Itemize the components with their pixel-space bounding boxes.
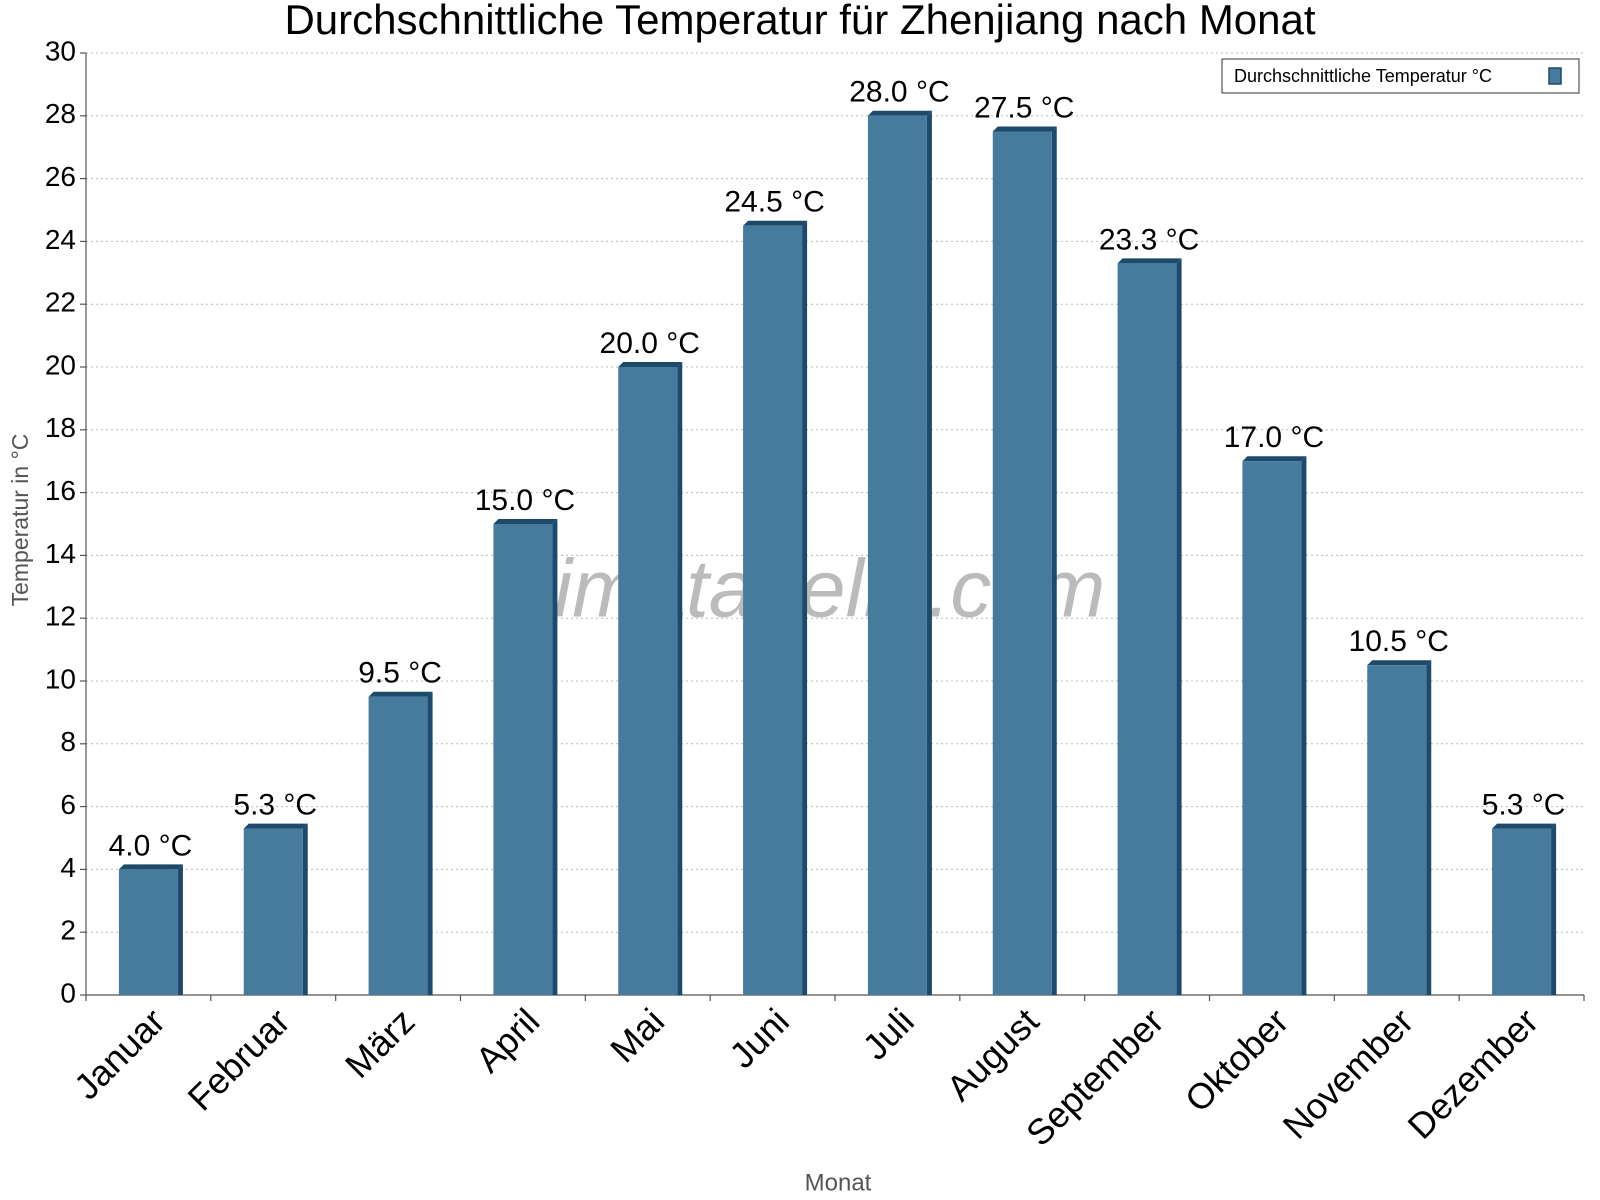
bar-face [118,869,178,995]
bar [368,691,433,995]
bar [1117,258,1182,995]
bar-top [1242,456,1307,462]
x-tick-label: April [467,1000,547,1080]
bar-top [243,823,308,829]
y-tick-label: 24 [45,224,76,255]
data-label: 27.5 °C [974,91,1074,124]
y-tick-label: 10 [45,663,76,694]
y-tick-label: 12 [45,601,76,632]
bar-top [493,519,558,524]
y-tick-label: 14 [45,538,76,569]
bar [1492,823,1557,995]
bar-face [867,115,927,996]
y-tick-label: 6 [60,789,76,820]
bar [1242,456,1307,995]
y-tick-label: 4 [60,852,76,883]
bar [743,220,808,995]
data-label: 5.3 °C [233,789,317,822]
data-label: 24.5 °C [724,186,824,219]
data-label: 9.5 °C [358,657,442,690]
bar-side [1176,258,1182,995]
x-tick-label: Dezember [1400,1000,1546,1146]
data-label: 28.0 °C [849,76,949,109]
bar [867,110,932,996]
bar-side [177,864,183,995]
bar [618,362,683,995]
x-tick-label: Juli [855,1000,922,1067]
bar-face [243,828,303,995]
chart-title: Durchschnittliche Temperatur für Zhenjia… [284,0,1315,43]
bar [493,519,558,995]
bar-face [368,696,428,995]
bar-top [743,220,808,226]
legend-label: Durchschnittliche Temperatur °C [1234,66,1492,86]
data-label: 15.0 °C [475,484,575,517]
bar-side [802,220,808,995]
bar-side [1301,456,1307,995]
bar-top [618,362,683,367]
bar-top [118,864,183,870]
y-tick-label: 2 [60,915,76,946]
y-tick-label: 0 [60,977,76,1008]
x-tick-label: Januar [66,1000,173,1107]
x-tick-label: September [1018,1000,1172,1154]
bar-side [552,519,558,995]
bar-face [1492,828,1552,995]
bar-side [677,362,683,995]
bar-top [1492,823,1557,829]
bar-face [1117,263,1177,995]
y-tick-label: 20 [45,349,76,380]
legend-box [1221,58,1580,94]
data-label: 10.5 °C [1349,625,1449,658]
data-label: 4.0 °C [109,829,193,862]
y-tick-label: 18 [45,412,76,443]
bar-side [1551,823,1557,995]
data-label: 5.3 °C [1482,789,1566,822]
y-tick-label: 28 [45,98,76,129]
bar [243,823,308,995]
y-tick-label: 30 [45,35,76,66]
y-tick-label: 8 [60,726,76,757]
data-label: 20.0 °C [600,327,700,360]
bar-side [1426,660,1432,995]
y-tick-label: 26 [45,161,76,192]
x-tick-label: Juni [721,1000,797,1076]
legend-swatch [1548,67,1562,85]
bar-face [493,524,553,995]
y-tick-label: 22 [45,287,76,318]
bar-side [302,823,308,995]
bar-top [867,110,932,116]
bar-side [1051,126,1057,995]
bar [992,126,1057,995]
bar-top [1117,258,1182,264]
bar-face [1242,461,1302,995]
x-axis-label: Monat [805,1169,872,1196]
bar-side [427,691,433,995]
x-tick-label: August [938,1000,1046,1108]
bar-top [368,691,433,697]
x-tick-label: November [1275,1000,1421,1146]
bar-face [743,225,803,995]
bar-face [992,131,1052,995]
bar [1367,660,1432,995]
y-tick-label: 16 [45,475,76,506]
x-tick-label: Oktober [1177,1000,1297,1120]
bar-top [1367,660,1432,666]
data-label: 17.0 °C [1224,421,1324,454]
bar-face [618,367,678,995]
bar [118,864,183,995]
bar-top [992,126,1057,132]
y-axis-label: Temperatur in °C [7,434,33,607]
bar-face [1367,665,1427,995]
x-tick-label: Mai [602,1000,672,1070]
bar-side [926,110,932,996]
x-tick-label: März [337,1000,423,1086]
x-tick-label: Februar [180,1000,298,1118]
data-label: 23.3 °C [1099,223,1199,256]
